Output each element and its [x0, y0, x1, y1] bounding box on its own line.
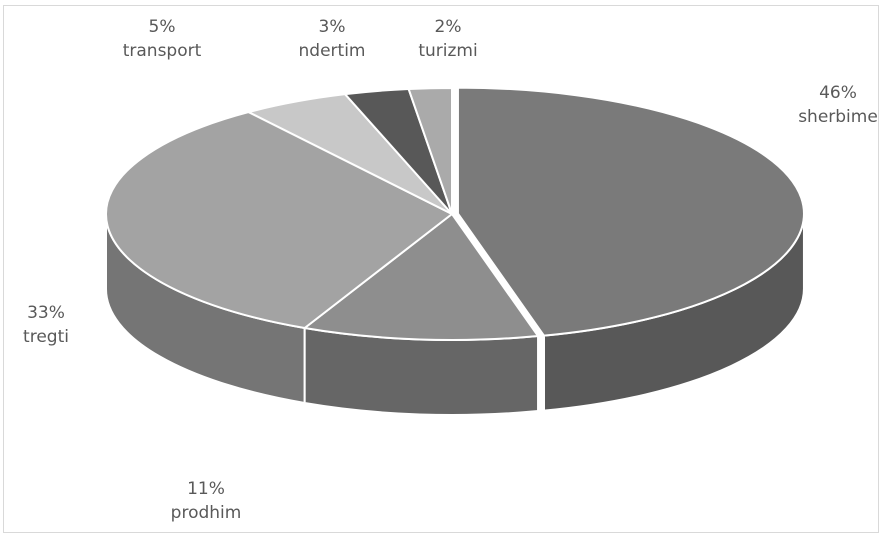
slice-category-label-prodhim: prodhim [171, 503, 242, 523]
slice-turizmi [407, 87, 453, 215]
slice-percent-label-sherbime: 46% [819, 83, 857, 103]
slice-sherbime [456, 86, 805, 337]
slice-percent-label-ndertim: 3% [319, 17, 346, 37]
slice-tregti [105, 111, 453, 330]
slice-percent-label-transport: 5% [149, 17, 176, 37]
slice-category-label-transport: transport [123, 41, 202, 61]
slice-category-label-tregti: tregti [23, 327, 69, 347]
slice-percent-label-tregti: 33% [27, 303, 65, 323]
slice-category-label-turizmi: turizmi [418, 41, 477, 61]
slice-category-label-sherbime: sherbime [798, 107, 878, 127]
pie-labels: 46% sherbime 11% prodhim 33% tregti 5% transpor… [23, 17, 878, 523]
slice-percent-label-turizmi: 2% [435, 17, 462, 37]
slice-category-label-ndertim: ndertim [299, 41, 366, 61]
chart-frame [3, 5, 879, 533]
slice-percent-label-prodhim: 11% [187, 479, 225, 499]
slice-side-prodhim [303, 326, 540, 416]
pie-tops [105, 86, 805, 341]
slice-prodhim [303, 213, 540, 341]
